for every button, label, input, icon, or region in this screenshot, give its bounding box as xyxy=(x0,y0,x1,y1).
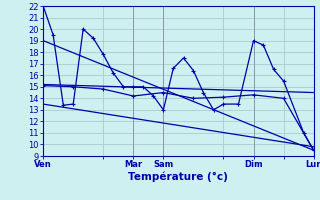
X-axis label: Température (°c): Température (°c) xyxy=(128,172,228,182)
